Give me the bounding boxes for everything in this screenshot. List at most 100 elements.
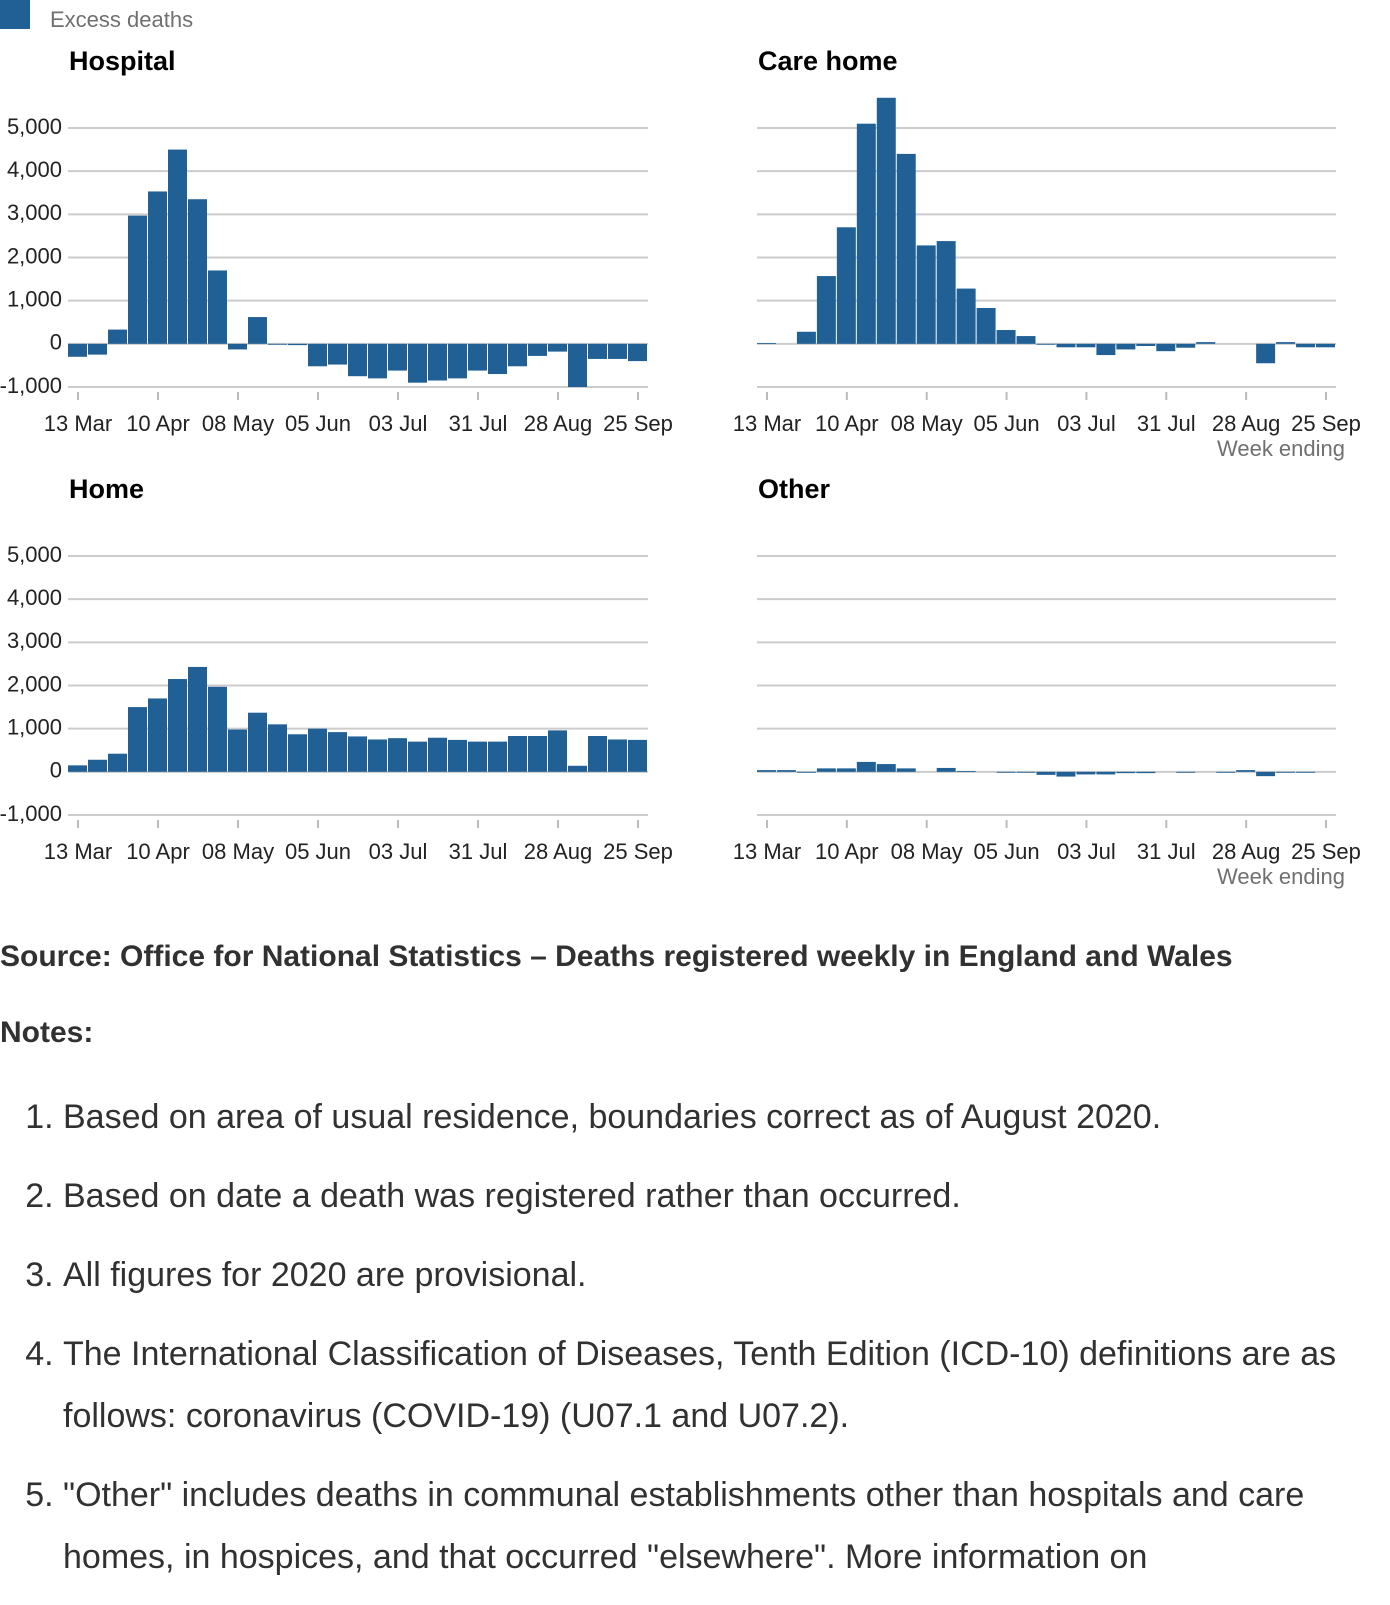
bar xyxy=(568,343,587,387)
bar xyxy=(896,768,916,772)
chart-title: Home xyxy=(69,474,144,504)
source: Source: Office for National Statistics –… xyxy=(0,940,1233,973)
x-tick-label: 31 Jul xyxy=(1137,411,1196,436)
bar xyxy=(248,317,267,344)
x-tick-label: 25 Sep xyxy=(1291,839,1361,864)
x-tick-label: 08 May xyxy=(891,839,963,864)
note: All figures for 2020 are provisional. xyxy=(63,1244,1363,1306)
bar xyxy=(288,734,307,772)
y-tick-label: 5,000 xyxy=(7,542,62,567)
bar xyxy=(816,768,836,772)
bar xyxy=(1016,771,1036,773)
x-tick-label: 10 Apr xyxy=(126,411,190,436)
bar xyxy=(1096,343,1116,356)
bar xyxy=(936,241,956,344)
bar xyxy=(836,227,856,344)
x-tick-label: 28 Aug xyxy=(524,839,593,864)
x-tick-label: 28 Aug xyxy=(524,411,593,436)
note: "Other" includes deaths in communal esta… xyxy=(63,1464,1363,1588)
bar xyxy=(1276,771,1296,773)
bar xyxy=(108,329,127,344)
bar xyxy=(628,739,647,772)
bar xyxy=(876,764,896,772)
x-tick-label: 05 Jun xyxy=(974,411,1040,436)
note: Based on date a death was registered rat… xyxy=(63,1165,1363,1227)
bar xyxy=(568,765,587,772)
bar xyxy=(508,736,527,772)
bar xyxy=(1156,343,1176,352)
bar xyxy=(976,308,996,344)
x-tick-label: 13 Mar xyxy=(733,411,801,436)
bar xyxy=(328,343,347,365)
bar xyxy=(1036,343,1056,345)
bar xyxy=(488,741,507,772)
bar xyxy=(896,153,916,344)
bar xyxy=(628,343,647,362)
bar xyxy=(268,343,287,345)
bar xyxy=(108,753,127,772)
chart-title: Hospital xyxy=(69,46,176,76)
bar xyxy=(548,730,567,772)
bar xyxy=(208,270,227,344)
y-tick-label: 0 xyxy=(50,330,62,355)
x-tick-label: 31 Jul xyxy=(449,839,508,864)
bar xyxy=(1056,771,1076,777)
bar xyxy=(1296,771,1316,773)
bar xyxy=(168,679,187,772)
bar xyxy=(1116,343,1136,350)
bar xyxy=(1136,771,1156,774)
bar xyxy=(856,761,876,772)
x-tick-label: 25 Sep xyxy=(603,411,673,436)
bar xyxy=(148,698,167,772)
x-tick-label: 05 Jun xyxy=(285,411,351,436)
bar xyxy=(168,149,187,344)
bar xyxy=(88,759,107,772)
bar xyxy=(876,97,896,344)
chart-title: Other xyxy=(758,474,831,504)
x-tick-label: 03 Jul xyxy=(369,839,428,864)
x-tick-label: 28 Aug xyxy=(1212,411,1281,436)
notes-list: Based on area of usual residence, bounda… xyxy=(0,1086,1363,1605)
bar xyxy=(268,724,287,772)
y-tick-label: 5,000 xyxy=(7,114,62,139)
bar xyxy=(328,732,347,772)
x-tick-label: 31 Jul xyxy=(449,411,508,436)
bar xyxy=(128,215,147,344)
x-tick-label: 28 Aug xyxy=(1212,839,1281,864)
bar xyxy=(796,771,816,773)
bar xyxy=(608,739,627,772)
bar xyxy=(468,343,487,371)
y-tick-label: -1,000 xyxy=(0,801,62,826)
y-tick-label: 3,000 xyxy=(7,200,62,225)
x-tick-label: 10 Apr xyxy=(815,839,879,864)
bar xyxy=(408,343,427,383)
bar xyxy=(1076,343,1096,348)
bar xyxy=(248,712,267,772)
bar xyxy=(228,343,247,350)
x-axis-label: Week ending xyxy=(1217,864,1345,889)
x-tick-label: 05 Jun xyxy=(285,839,351,864)
x-tick-label: 10 Apr xyxy=(815,411,879,436)
bar xyxy=(757,770,776,772)
y-tick-label: 2,000 xyxy=(7,671,62,696)
bar xyxy=(448,343,467,379)
bar xyxy=(548,343,567,352)
bar xyxy=(776,770,796,772)
bar xyxy=(428,737,447,772)
bar xyxy=(228,729,247,772)
bar xyxy=(68,343,87,357)
bar xyxy=(388,738,407,772)
x-tick-label: 25 Sep xyxy=(1291,411,1361,436)
bar xyxy=(1056,343,1076,348)
bar xyxy=(368,739,387,772)
chart-title: Care home xyxy=(758,46,898,76)
x-tick-label: 03 Jul xyxy=(1057,411,1116,436)
bar xyxy=(588,736,607,772)
bar xyxy=(68,765,87,772)
x-tick-label: 08 May xyxy=(202,839,274,864)
bar xyxy=(1176,343,1196,348)
bar xyxy=(1176,771,1196,773)
y-tick-label: 0 xyxy=(50,758,62,783)
x-tick-label: 08 May xyxy=(202,411,274,436)
